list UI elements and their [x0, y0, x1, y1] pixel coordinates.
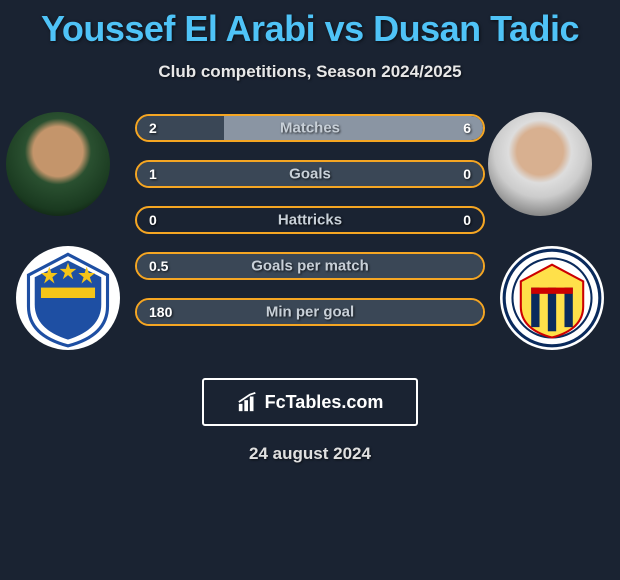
- stat-label: Goals per match: [137, 258, 483, 275]
- fenerbahce-crest-icon: [500, 246, 604, 350]
- stat-label: Hattricks: [137, 212, 483, 229]
- chart-icon: [237, 391, 259, 413]
- player-left-avatar: [6, 112, 110, 216]
- stat-row: 26Matches: [135, 114, 485, 142]
- stat-row: 180Min per goal: [135, 298, 485, 326]
- comparison-card: Youssef El Arabi vs Dusan Tadic Club com…: [0, 0, 620, 464]
- player-right-avatar: [488, 112, 592, 216]
- club-left-crest: [16, 246, 120, 350]
- stats-list: 26Matches 10Goals 00Hattricks 0.5Goals per …: [135, 114, 485, 344]
- page-title: Youssef El Arabi vs Dusan Tadic: [0, 8, 620, 50]
- stat-row: 10Goals: [135, 160, 485, 188]
- stat-label: Matches: [137, 120, 483, 137]
- stat-label: Goals: [137, 166, 483, 183]
- watermark: FcTables.com: [202, 378, 418, 426]
- date-label: 24 august 2024: [0, 444, 620, 464]
- subtitle: Club competitions, Season 2024/2025: [0, 62, 620, 82]
- watermark-text: FcTables.com: [265, 392, 384, 413]
- stat-row: 00Hattricks: [135, 206, 485, 234]
- main-area: 26Matches 10Goals 00Hattricks 0.5Goals per …: [0, 112, 620, 362]
- stat-label: Min per goal: [137, 304, 483, 321]
- stat-row: 0.5Goals per match: [135, 252, 485, 280]
- club-right-crest: [500, 246, 604, 350]
- apoel-crest-icon: [16, 246, 120, 350]
